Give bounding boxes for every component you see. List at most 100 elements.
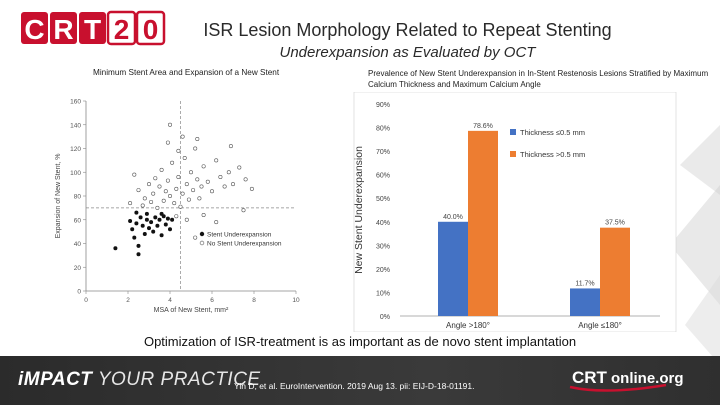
scatter-point-no-underexpansion [237,165,242,170]
scatter-point-no-underexpansion [184,182,189,187]
footer-bar [0,356,720,405]
scatter-point-no-underexpansion [191,188,196,193]
scatter-point-no-underexpansion [201,213,206,218]
scatter-point-no-underexpansion [201,164,206,169]
bar-data-label: 40.0% [443,214,463,221]
scatter-point-no-underexpansion [159,167,164,172]
scatter-y-tick-label: 20 [74,265,82,272]
scatter-y-tick-label: 100 [70,170,81,177]
scatter-point-underexpansion [134,221,139,226]
scatter-point-no-underexpansion [197,196,202,201]
bar [438,221,468,316]
scatter-point-underexpansion [144,217,149,222]
scatter-point-no-underexpansion [165,178,170,183]
bar-data-label: 37.5% [605,220,625,227]
decorative-shapes [670,125,720,365]
bar-category-label: Angle ≤180° [578,321,622,330]
bar-y-tick-label: 30% [376,243,390,250]
slide-title: ISR Lesion Morphology Related to Repeat … [203,20,612,40]
bar-chart: 0% 10% 20% 30% 40% 50% 60% 70% 80% 90% New Stent U… [353,92,677,332]
scatter-point-no-underexpansion [222,184,227,189]
scatter-legend-label: Stent Underexpansion [207,231,272,238]
bar-y-tick-label: 70% [376,149,390,156]
bar [570,288,600,316]
scatter-point-no-underexpansion [161,198,166,203]
scatter-plot: 0 20 40 60 80 100 120 140 160 0 2 4 6 8 10 MSA of New S… [55,99,300,315]
scatter-point-underexpansion [151,229,156,234]
bar-y-tick-label: 80% [376,126,390,133]
logo-letter: 2 [114,14,130,45]
scatter-x-tick-label: 10 [292,297,300,304]
scatter-x-label: MSA of New Stent, mm² [154,307,229,314]
scatter-point-no-underexpansion [199,184,204,189]
logo-box [50,12,77,44]
logo-box [106,10,137,46]
scatter-point-underexpansion [149,220,154,225]
scatter-y-tick-label: 120 [70,146,81,153]
scatter-point-no-underexpansion [178,204,183,209]
scatter-point-no-underexpansion [249,186,254,191]
bar-y-tick-label: 50% [376,196,390,203]
scatter-point-no-underexpansion [176,175,181,180]
logo-box [79,12,106,44]
scatter-x-tick-label: 2 [126,297,130,304]
scatter-point-no-underexpansion [180,134,185,139]
bar-legend-swatch [510,151,516,157]
scatter-point-no-underexpansion [174,214,179,219]
scatter-point-underexpansion [140,223,145,228]
conclusion-text: Optimization of ISR-treatment is as impo… [143,334,577,349]
scatter-x-tick-label: 4 [168,297,172,304]
scatter-point-no-underexpansion [231,182,236,187]
scatter-x-tick-label: 6 [210,297,214,304]
scatter-point-underexpansion [147,226,152,231]
scatter-point-no-underexpansion [210,189,215,194]
bar-legend-swatch [510,129,516,135]
bar-data-label: 11.7% [575,280,594,287]
crtonline-logo-crt: CRT [572,368,608,387]
tagline-bold: iMPACT [18,369,93,390]
bar-y-tick-label: 0% [380,314,390,321]
scatter-point-no-underexpansion [172,201,177,206]
scatter-point-underexpansion [136,252,141,257]
scatter-point-underexpansion [168,227,173,232]
scatter-point-underexpansion [134,210,139,215]
bar-chart-title: Prevalence of New Stent Underexpansion i… [368,69,709,89]
scatter-point-no-underexpansion [168,122,173,127]
scatter-point-no-underexpansion [157,184,162,189]
scatter-y-tick-label: 60 [74,217,82,224]
scatter-point-no-underexpansion [142,196,147,201]
scatter-point-no-underexpansion [176,148,181,153]
scatter-point-underexpansion [165,216,170,221]
scatter-y-tick-label: 40 [74,241,82,248]
bar-y-label: New Stent Underexpansion [353,146,365,274]
scatter-point-underexpansion [170,217,175,222]
bar-y-tick-label: 10% [376,290,390,297]
scatter-point-underexpansion [153,215,158,220]
scatter-point-no-underexpansion [136,188,141,193]
scatter-point-underexpansion [157,217,162,222]
scatter-point-no-underexpansion [182,156,187,161]
scatter-point-underexpansion [155,223,160,228]
citation: Yin D, et al. EuroIntervention. 2019 Aug… [234,381,475,391]
scatter-point-no-underexpansion [149,199,154,204]
scatter-point-no-underexpansion [170,160,175,165]
scatter-point-no-underexpansion [140,203,145,208]
logo-letter: C [24,14,44,45]
crtonline-logo[interactable]: CRT online.org [566,365,706,395]
bar-y-tick-label: 40% [376,220,390,227]
scatter-point-no-underexpansion [147,182,152,187]
scatter-point-no-underexpansion [195,136,200,141]
bar-legend-label: Thickness >0.5 mm [520,150,585,159]
scatter-point-no-underexpansion [184,217,189,222]
scatter-point-no-underexpansion [155,205,160,210]
scatter-point-no-underexpansion [168,194,173,199]
scatter-point-no-underexpansion [193,146,198,151]
scatter-x-tick-label: 8 [252,297,256,304]
logo-letter: 0 [143,14,159,45]
crtonline-logo-rest: online.org [611,370,684,387]
scatter-point-underexpansion [132,235,137,240]
scatter-point-no-underexpansion [153,176,158,181]
tagline-rest: YOUR PRACTICE [92,369,261,390]
scatter-point-no-underexpansion [228,144,233,149]
